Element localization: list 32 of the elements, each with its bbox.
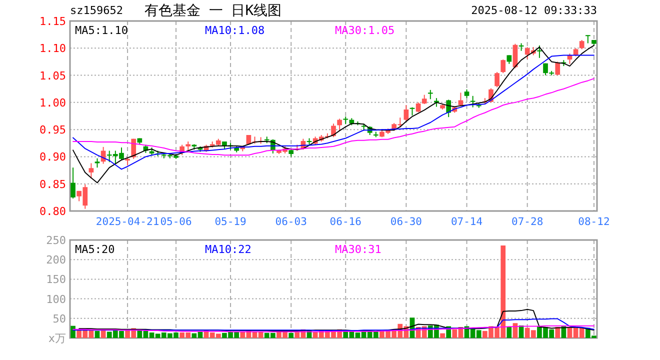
text: MA5:20 (75, 243, 115, 256)
x-tick-label: 07-14 (450, 216, 483, 228)
y-tick-label: 50 (52, 312, 66, 326)
y-tick-label: 100 (46, 292, 66, 306)
chart-title: 有色基金 一 日K线图 (144, 3, 282, 19)
text: MA30:31 (335, 243, 382, 256)
x-tick-label: 06-03 (275, 216, 307, 228)
text: MA10:1.08 (205, 24, 265, 37)
y-tick-label: 1.15 (40, 15, 66, 28)
x-tick-label: 05-19 (214, 216, 246, 228)
y-tick-label: 1.10 (40, 42, 66, 56)
text: MA10:22 (205, 243, 252, 256)
y-tick-label: 150 (46, 273, 66, 286)
y-tick-label: 250 (46, 234, 66, 247)
y-tick-label: 0.80 (40, 205, 66, 218)
text: MA30:1.05 (335, 24, 395, 37)
y-tick-label: 0.85 (40, 178, 66, 191)
y-tick-label: 1.00 (40, 96, 66, 110)
y-tick-label: 1.05 (40, 69, 66, 82)
x-tick-label: 06-30 (390, 216, 422, 228)
x-tick-label: 05-06 (160, 216, 192, 228)
y-axis-title: x万 (48, 332, 66, 345)
x-tick-label: 07-28 (512, 216, 544, 228)
x-tick-label: 08-12 (578, 216, 610, 228)
x-tick-label: 2025-04-21 (96, 216, 160, 228)
text: MA5:1.10 (75, 24, 128, 37)
text: sz159652 (70, 4, 123, 17)
y-tick-label: 200 (46, 254, 66, 267)
y-tick-label: 0.95 (40, 124, 66, 137)
text: 2025-08-12 09:33:33 (471, 4, 597, 17)
y-tick-label: 0.90 (40, 150, 66, 164)
x-tick-label: 06-16 (330, 216, 362, 228)
